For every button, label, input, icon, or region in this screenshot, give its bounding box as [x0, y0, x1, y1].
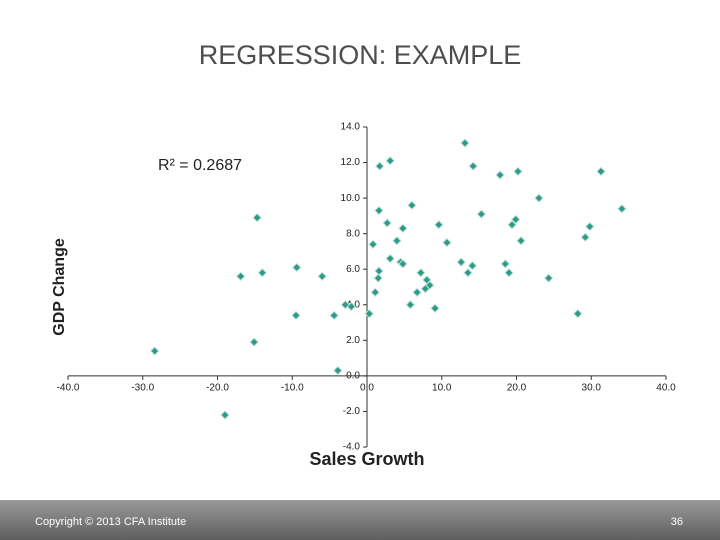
x-tick-label: -20.0 — [206, 383, 229, 394]
point — [476, 209, 487, 219]
slide-title: REGRESSION: EXAMPLE — [199, 40, 522, 70]
point — [596, 166, 606, 177]
point — [416, 268, 426, 278]
point — [220, 410, 230, 420]
point — [340, 300, 351, 310]
point — [463, 268, 473, 278]
point — [412, 287, 422, 298]
point — [382, 218, 392, 228]
x-tick-label: -10.0 — [281, 383, 304, 394]
point — [373, 273, 383, 283]
point — [495, 170, 505, 180]
point — [398, 259, 408, 269]
point — [456, 257, 466, 267]
point — [291, 310, 301, 321]
point — [252, 212, 262, 223]
x-tick-label: 0.0 — [360, 383, 374, 394]
point — [374, 266, 384, 276]
point — [398, 223, 408, 234]
copyright: Copyright © 2013 CFA Institute — [35, 516, 186, 528]
point — [580, 232, 590, 242]
x-tick-label: -40.0 — [57, 383, 80, 394]
point — [333, 365, 343, 376]
point — [150, 346, 160, 356]
x-tick-label: 40.0 — [656, 383, 676, 394]
point — [460, 138, 470, 148]
x-tick-label: -30.0 — [131, 383, 154, 394]
point — [430, 303, 440, 314]
y-tick-label: -4.0 — [343, 442, 361, 453]
point — [407, 200, 417, 210]
x-tick-label: 10.0 — [432, 383, 452, 394]
point — [504, 268, 514, 278]
point — [317, 271, 327, 282]
point — [573, 308, 583, 319]
y-tick-label: 0.0 — [346, 371, 360, 382]
point — [364, 308, 374, 319]
plot: -40.0 -30.0 -20.0 -10.0 0.0 10.0 20.0 30.0 40.0 -… — [57, 122, 677, 453]
y-axis-label: GDP Change — [51, 238, 68, 336]
point — [392, 236, 402, 246]
point — [543, 273, 554, 283]
point — [385, 253, 395, 264]
y-tick-label: -2.0 — [343, 406, 361, 417]
point — [385, 156, 395, 166]
point — [507, 220, 517, 230]
point — [329, 310, 339, 321]
point — [405, 300, 416, 310]
y-tick-label: 14.0 — [341, 122, 361, 133]
page-number: 36 — [671, 516, 683, 528]
y-tick-label: 12.0 — [341, 157, 361, 168]
y-tick-label: 2.0 — [346, 335, 360, 346]
y-tick-label: 6.0 — [346, 264, 360, 275]
point — [374, 205, 384, 216]
point — [585, 221, 595, 232]
point — [467, 260, 478, 271]
x-tick-label: 30.0 — [582, 383, 602, 394]
point — [370, 287, 380, 298]
point — [346, 301, 357, 312]
point — [420, 284, 431, 294]
footer-bar — [0, 500, 720, 540]
y-tick-label: 8.0 — [346, 228, 360, 239]
point — [468, 161, 478, 171]
point — [249, 337, 259, 347]
point — [511, 214, 521, 225]
point — [516, 236, 526, 246]
point — [442, 237, 452, 248]
point — [235, 271, 246, 282]
point — [534, 193, 544, 203]
point — [292, 262, 302, 273]
point — [434, 220, 444, 230]
point — [500, 259, 510, 269]
y-tick-label: 10.0 — [341, 193, 361, 204]
point — [617, 204, 627, 214]
r-squared: R² = 0.2687 — [158, 157, 242, 174]
x-tick-label: 20.0 — [507, 383, 527, 394]
point — [374, 161, 385, 171]
point — [257, 268, 268, 278]
point — [368, 239, 378, 250]
x-axis-label: Sales Growth — [309, 449, 424, 469]
point — [513, 166, 523, 177]
